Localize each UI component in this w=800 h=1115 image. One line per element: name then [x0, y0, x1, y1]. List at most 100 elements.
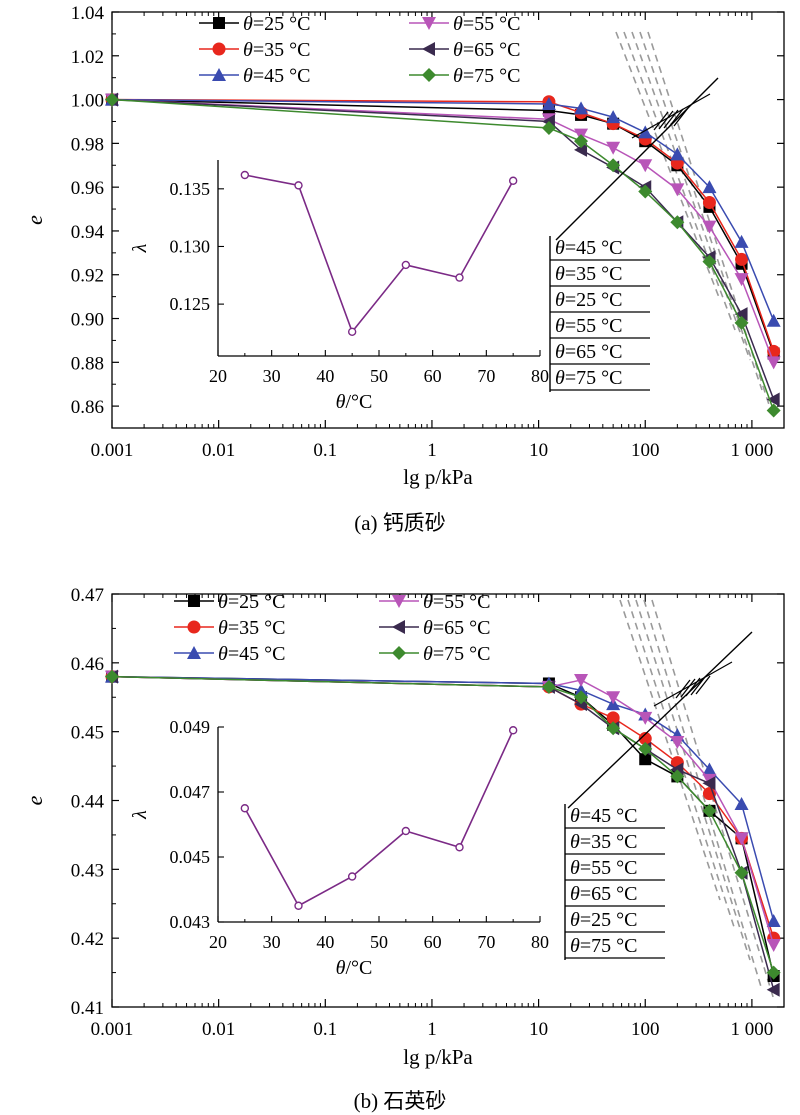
legend-entry: θ=55 °C: [423, 591, 490, 613]
inset-y-axis-label: λ: [129, 243, 151, 253]
data-point: [670, 147, 685, 161]
slash-mark: [680, 678, 696, 698]
inset-x-tick-label: 80: [531, 366, 549, 386]
data-point: [702, 776, 716, 791]
legend-marker: [422, 17, 436, 30]
inset-x-tick-label: 40: [316, 932, 334, 952]
legend-entry: θ=75 °C: [423, 643, 490, 665]
chart-panel-b: 0.41 0.42 0.43 0.44 0.45 0.46 0.47 0.001 0.01 0.1…: [22, 585, 785, 1113]
guide-dashed-line: [643, 599, 763, 991]
data-point: [702, 762, 717, 776]
data-point: [105, 92, 119, 107]
data-point: [574, 142, 588, 157]
data-point: [105, 669, 119, 684]
data-point: [574, 674, 589, 688]
legend-marker: [392, 620, 405, 634]
data-point: [734, 307, 748, 322]
inset-line: [244, 174, 514, 334]
x-tick-label: 100: [631, 440, 660, 461]
inset-point: [455, 273, 464, 282]
y-axis-label: e: [22, 795, 47, 805]
annotation-label: θ=45 °C: [570, 805, 637, 827]
slash-baseline: [653, 661, 733, 707]
data-point: [638, 184, 653, 199]
y-tick-label: 0.45: [71, 723, 104, 744]
inset-y-tick-label: 0.135: [170, 179, 211, 199]
data-point: [638, 159, 653, 173]
data-point: [541, 679, 556, 694]
inset-chart: 20 30 40 50 60 70 80 0.043 0.045 0.047 0.049 θ/°C λ: [129, 717, 549, 979]
inset-x-axis-label: θ/°C: [336, 957, 373, 979]
data-point: [606, 691, 621, 705]
data-point: [702, 254, 717, 269]
data-point: [606, 141, 621, 155]
annotation-label: θ=45 °C: [555, 237, 622, 259]
slash-mark: [668, 108, 684, 128]
inset-point: [401, 260, 411, 270]
inset-x-tick-label: 70: [477, 932, 495, 952]
data-point: [638, 741, 653, 756]
data-point: [702, 180, 717, 194]
data-point: [766, 313, 781, 327]
data-point: [574, 690, 589, 705]
inset-y-tick-label: 0.045: [170, 847, 211, 867]
inset-x-tick-label: 80: [531, 932, 549, 952]
series-5: [105, 669, 781, 980]
y-tick-label: 0.46: [71, 654, 104, 675]
data-point: [670, 215, 685, 230]
x-tick-label: 0.1: [313, 440, 337, 461]
x-tick-label: 0.01: [202, 440, 235, 461]
annotation-leader-line: [555, 77, 719, 241]
slash-baseline: [631, 93, 711, 139]
series-line: [111, 98, 775, 411]
inset-point: [240, 804, 250, 813]
legend-entry: θ=65 °C: [453, 39, 520, 61]
data-point: [574, 683, 589, 697]
y-tick-label: 0.42: [71, 929, 104, 950]
legend-marker: [392, 646, 406, 660]
guide-dashed-line: [635, 599, 751, 961]
x-tick-label: 10: [529, 1019, 548, 1040]
inset-point: [347, 327, 357, 336]
series-line: [111, 675, 775, 939]
x-tick-label: 100: [631, 1019, 660, 1040]
annotation-label: θ=25 °C: [570, 909, 637, 931]
guide-dashed-line: [639, 31, 763, 391]
legend-entry: θ=75 °C: [453, 65, 520, 87]
y-tick-label: 0.86: [71, 397, 104, 418]
data-point: [606, 721, 621, 736]
inset-x-tick-label: 20: [209, 366, 227, 386]
y-tick-label: 0.90: [71, 310, 104, 331]
inset-point: [294, 181, 303, 190]
inset-x-tick-label: 30: [263, 932, 281, 952]
legend-marker: [212, 68, 226, 81]
guide-dashed-line: [623, 31, 736, 331]
inset-point: [508, 726, 518, 735]
y-tick-label: 0.43: [71, 860, 104, 881]
annotation-label: θ=65 °C: [555, 341, 622, 363]
data-point: [734, 234, 749, 248]
data-point: [574, 101, 589, 115]
guide-dashed-line: [619, 599, 721, 901]
y-axis-label: e: [22, 215, 47, 225]
legend-marker: [213, 17, 225, 29]
plot-frame: [111, 11, 785, 429]
x-axis-label: lg p/kPa: [403, 465, 473, 489]
data-point: [638, 732, 652, 746]
y-tick-label: 1.00: [71, 91, 104, 112]
data-point: [606, 158, 621, 173]
inset-point: [401, 826, 411, 836]
data-point: [766, 965, 781, 980]
data-point: [541, 121, 556, 136]
y-tick-label: 0.98: [71, 134, 104, 155]
data-point: [734, 865, 749, 880]
data-point: [766, 403, 781, 418]
data-point: [638, 125, 653, 139]
legend-marker: [422, 42, 435, 56]
inset-x-tick-label: 70: [477, 366, 495, 386]
data-point: [702, 220, 717, 234]
data-point: [766, 939, 781, 953]
figure-caption: (a) 钙质砂: [354, 511, 446, 535]
legend-entry: θ=45 °C: [243, 65, 310, 87]
series-line: [111, 675, 775, 922]
